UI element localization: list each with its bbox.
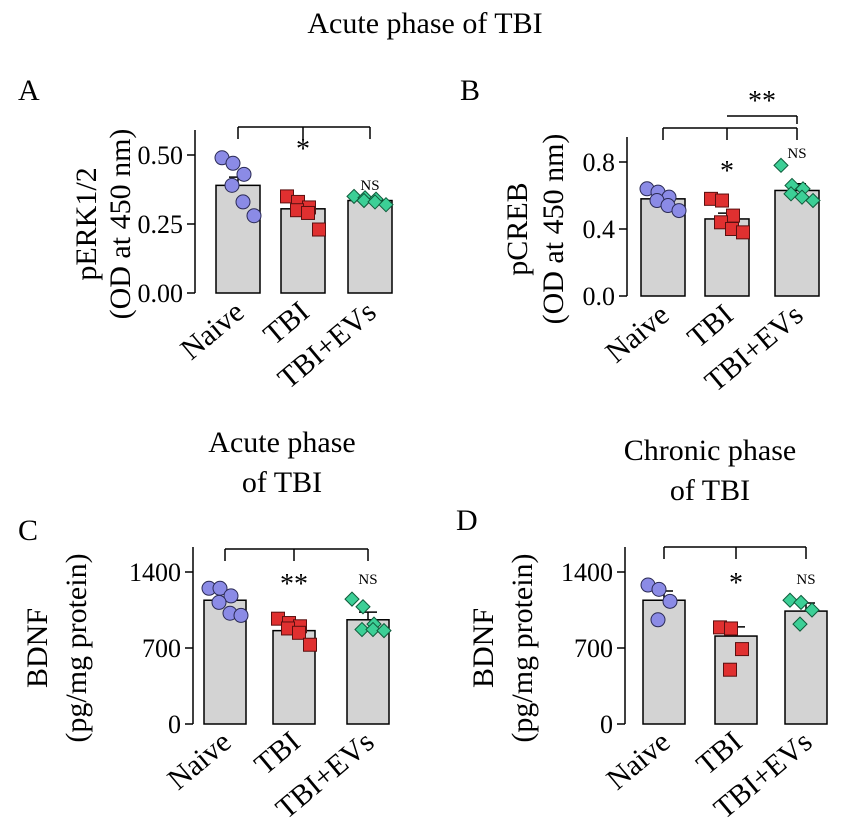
panel-b-significance-tbi-evs: NS bbox=[787, 146, 806, 162]
figure-title: Acute phase of TBI bbox=[307, 7, 542, 40]
panel-c-letter: C bbox=[18, 514, 38, 547]
panel-d-point-naive bbox=[662, 593, 678, 609]
panel-c-point-naive bbox=[233, 607, 249, 623]
panel-d-point-naive bbox=[651, 581, 667, 597]
panel-d-point-tbi-evs bbox=[792, 616, 808, 632]
panel-d-bar-tbi-evs bbox=[784, 610, 828, 725]
panel-c-point-tbi-evs bbox=[344, 591, 360, 607]
panel-a-point-tbi-evs bbox=[356, 192, 372, 209]
panel-b-point-tbi bbox=[715, 193, 729, 208]
panel-b-point-tbi bbox=[736, 225, 750, 240]
panel-d-point-tbi-evs bbox=[793, 594, 809, 611]
panel-d-point-tbi bbox=[724, 621, 738, 636]
panel-a-point-tbi-evs bbox=[378, 196, 394, 213]
panel-a-category-naive: Naive bbox=[174, 295, 250, 366]
panel-b-ytick-label: 0.0 bbox=[583, 282, 616, 311]
panel-d-ylabel-line-2: (pg/mg protein) bbox=[506, 553, 539, 742]
panel-b-ytick-label: 0.4 bbox=[583, 215, 616, 244]
panel-a-point-tbi bbox=[301, 205, 315, 220]
panel-d-ylabel-line-1: BDNF bbox=[467, 608, 500, 688]
panel-c-point-tbi-evs bbox=[355, 599, 371, 615]
panel-b-letter: B bbox=[460, 74, 480, 107]
panel-d-ytick-label: 0 bbox=[600, 710, 613, 739]
panel-a-significance-tbi-evs: NS bbox=[360, 178, 379, 194]
panel-b-ytick-label: 0.8 bbox=[583, 148, 616, 177]
panel-d-letter: D bbox=[456, 504, 478, 537]
panel-c-ytick-label: 700 bbox=[142, 634, 181, 663]
panel-d-significance-tbi: * bbox=[729, 568, 743, 599]
panel-d-title-line-1: Chronic phase bbox=[624, 434, 796, 467]
panel-d-point-tbi-evs bbox=[804, 602, 820, 618]
panel-a-point-naive bbox=[236, 166, 252, 182]
panel-c-point-tbi bbox=[292, 625, 306, 640]
panel-c-point-tbi-evs bbox=[354, 621, 370, 638]
panel-c-point-naive bbox=[211, 594, 227, 610]
panel-a-significance-tbi: * bbox=[296, 134, 310, 165]
panel-c-point-tbi-evs bbox=[365, 621, 381, 638]
panel-a-point-naive bbox=[224, 177, 240, 193]
panel-b-point-tbi bbox=[726, 208, 740, 223]
panel-b-point-tbi-evs bbox=[805, 192, 821, 209]
panel-b-point-naive bbox=[671, 203, 687, 219]
panel-b-bar-tbi-evs bbox=[774, 189, 820, 297]
panel-a-point-tbi bbox=[312, 222, 326, 237]
panel-a-point-naive bbox=[225, 155, 241, 171]
panel-d-point-tbi bbox=[735, 642, 749, 657]
panel-a-bar-tbi bbox=[280, 208, 326, 294]
panel-c-point-tbi-evs bbox=[376, 622, 392, 639]
panel-a-point-tbi-evs bbox=[367, 194, 383, 210]
panel-b-point-tbi-evs bbox=[773, 157, 789, 174]
panel-b-bracket-2-label: ** bbox=[748, 86, 776, 117]
panel-c-bar-tbi-evs bbox=[346, 619, 390, 725]
panel-c-category-tbi: TBI bbox=[248, 725, 306, 781]
panel-b-ylabel-line-1: pCREB bbox=[501, 182, 534, 275]
panel-d-title-line-2: of TBI bbox=[670, 474, 750, 507]
panel-a-ylabel-line-1: pERK1/2 bbox=[70, 167, 103, 280]
panel-a-point-naive bbox=[246, 208, 262, 224]
panel-a-letter: A bbox=[18, 74, 40, 107]
panel-a-bar-tbi-evs bbox=[347, 199, 393, 294]
panel-d-ytick-label: 700 bbox=[574, 634, 613, 663]
panel-c-ylabel-line-1: BDNF bbox=[21, 608, 54, 688]
panel-a-point-naive bbox=[235, 194, 251, 210]
panel-b-significance-tbi: * bbox=[720, 156, 734, 187]
panel-a-ytick-label: 0.50 bbox=[138, 141, 184, 170]
panel-a-ytick-label: 0.00 bbox=[138, 279, 184, 308]
panel-c-ylabel-line-2: (pg/mg protein) bbox=[60, 553, 93, 742]
panel-c-significance-tbi-evs: NS bbox=[358, 572, 377, 588]
panel-a-ylabel-line-2: (OD at 450 nm) bbox=[104, 129, 137, 320]
panel-c-ytick-label: 1400 bbox=[129, 558, 181, 587]
panel-c-point-naive bbox=[223, 588, 239, 604]
panel-d-ytick-label: 1400 bbox=[561, 558, 613, 587]
panel-b-ylabel-line-2: (OD at 450 nm) bbox=[537, 134, 570, 325]
panel-c-title-line-1: Acute phase bbox=[208, 426, 355, 459]
panel-c-point-tbi bbox=[303, 637, 317, 652]
panel-c-ytick-label: 0 bbox=[168, 710, 181, 739]
panel-d-point-tbi-evs bbox=[782, 592, 798, 608]
panel-d-point-naive bbox=[650, 612, 666, 628]
panel-d-significance-tbi-evs: NS bbox=[796, 572, 815, 588]
panel-c-title-line-2: of TBI bbox=[242, 466, 322, 499]
panel-a-ytick-label: 0.25 bbox=[138, 210, 184, 239]
panel-d-point-tbi bbox=[723, 662, 737, 677]
panel-c-significance-tbi: ** bbox=[280, 569, 308, 600]
